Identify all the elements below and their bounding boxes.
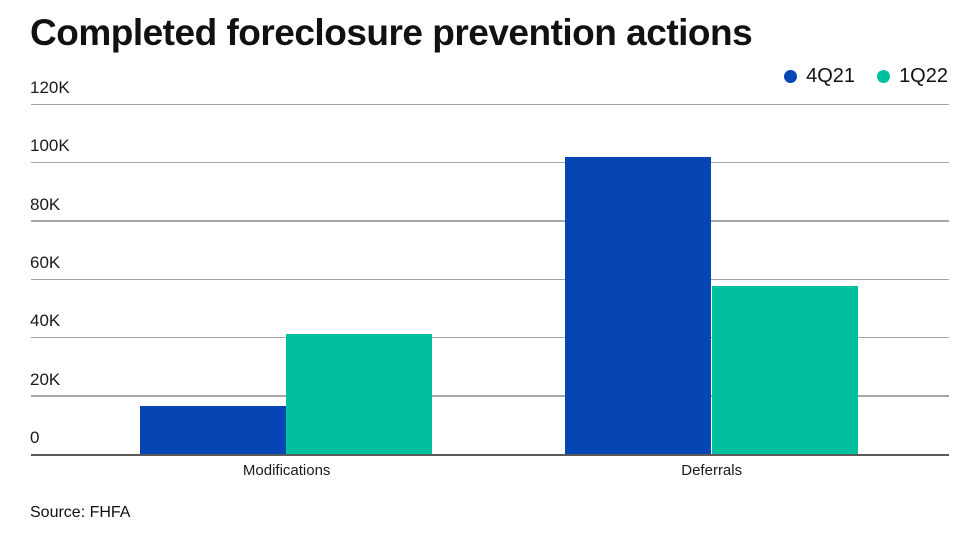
x-tick-deferrals: Deferrals bbox=[681, 462, 743, 479]
bar-deferrals-1q22 bbox=[711, 286, 858, 454]
gridline bbox=[31, 395, 949, 397]
legend-item-4q21: 4Q21 bbox=[784, 65, 855, 88]
gridline bbox=[31, 336, 949, 339]
plot-area: Modifications Deferrals 120K 100K 80K 60K 40… bbox=[30, 79, 949, 479]
legend-label-1q22: 1Q22 bbox=[899, 65, 948, 87]
y-tick-label: 120K bbox=[30, 78, 70, 97]
legend: 4Q21 1Q22 bbox=[784, 65, 948, 88]
legend-item-1q22: 1Q22 bbox=[877, 65, 948, 88]
y-tick-label: 20K bbox=[30, 369, 61, 389]
bar-modifications-1q22 bbox=[286, 334, 433, 454]
y-tick-label: 80K bbox=[30, 194, 61, 214]
source-note: Source: FHFA bbox=[30, 504, 131, 521]
y-tick-label: 60K bbox=[30, 253, 61, 272]
chart-title: Completed foreclosure prevention actions bbox=[30, 12, 753, 53]
gridline bbox=[31, 278, 949, 280]
gridline bbox=[31, 103, 949, 105]
legend-label-4q21: 4Q21 bbox=[806, 65, 856, 87]
gridline bbox=[31, 161, 949, 164]
legend-dot-1q22-icon bbox=[877, 70, 891, 83]
x-tick-modifications: Modifications bbox=[242, 462, 331, 479]
bar-modifications-4q21 bbox=[139, 405, 286, 454]
y-tick-label: 100K bbox=[30, 136, 70, 156]
bar-deferrals-4q21 bbox=[565, 156, 711, 454]
gridline bbox=[31, 220, 949, 222]
legend-dot-4q21-icon bbox=[784, 70, 798, 83]
y-tick-label: 0 bbox=[30, 428, 40, 447]
y-tick-label: 40K bbox=[30, 311, 61, 331]
